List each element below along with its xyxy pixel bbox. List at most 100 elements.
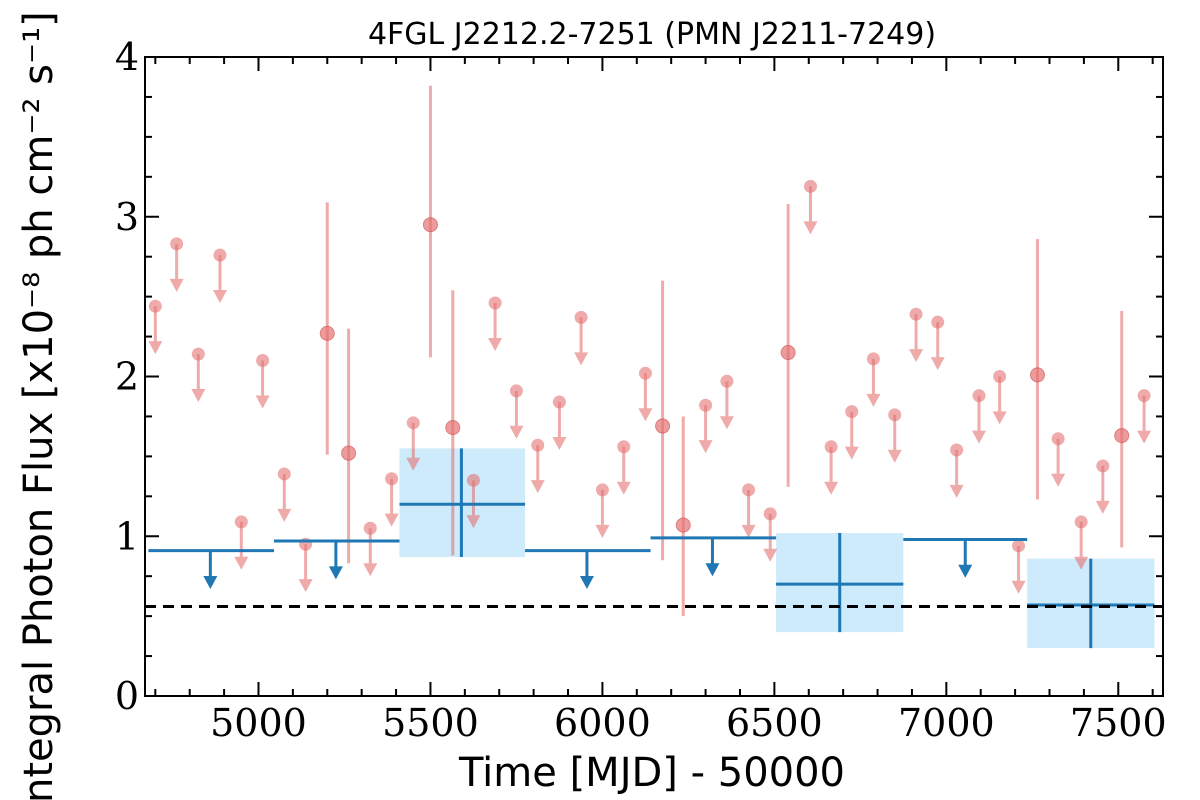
short-upper-limit-arrow [552, 402, 567, 450]
short-detection-marker [341, 445, 357, 461]
short-detection-marker [780, 345, 796, 361]
long-upper-limit-arrow [705, 537, 720, 577]
short-upper-limit-arrow-head [866, 393, 881, 407]
short-upper-limit-arrow [466, 480, 481, 529]
chart-title: 4FGL J2212.2-7251 (PMN J2211-7249) [368, 17, 936, 52]
short-upper-limit-arrow-head [1137, 430, 1152, 444]
long-bin-series [148, 448, 1155, 649]
y-tick-label: 1 [115, 514, 139, 558]
short-upper-limit-arrow-head [844, 446, 859, 460]
short-upper-limit-arrow [763, 513, 778, 562]
short-upper-limit-arrow [1095, 465, 1110, 514]
short-upper-limit-arrow-head [574, 352, 589, 366]
short-upper-limit-arrow [1137, 395, 1152, 444]
x-tick-label: 5500 [382, 701, 479, 745]
short-upper-limit-arrow [616, 446, 631, 495]
x-tick-label: 5000 [210, 701, 307, 745]
short-upper-limit-arrow [298, 544, 313, 593]
short-upper-limit-arrow-head [191, 389, 206, 403]
short-upper-limit-arrow [234, 521, 249, 570]
plot-frame [144, 56, 1164, 697]
short-upper-limit-arrow [866, 358, 881, 407]
short-upper-limit-arrow-head [1095, 500, 1110, 514]
short-upper-limit-arrow [992, 376, 1007, 425]
short-upper-limit-arrow [824, 446, 839, 495]
short-upper-limit-arrow-head [552, 436, 567, 450]
short-upper-limit-arrow-head [719, 416, 734, 430]
long-upper-limit-arrow-head [958, 564, 973, 578]
short-detection-marker [1114, 428, 1130, 444]
short-upper-limit-arrow-head [384, 513, 399, 527]
short-upper-limit-arrow-head [1074, 556, 1089, 570]
y-axis-label: Integral Photon Flux [x10⁻⁸ ph cm⁻² s⁻¹] [16, 11, 62, 800]
short-upper-limit-arrow [1011, 545, 1026, 594]
short-upper-limit-arrow-head [406, 457, 421, 471]
short-upper-limit-arrow-head [616, 481, 631, 495]
long-upper-limit-arrow [203, 550, 218, 589]
short-upper-limit-arrow-head [1011, 580, 1026, 594]
short-upper-limit-arrow-head [741, 524, 756, 538]
long-upper-limit-arrow-head [328, 566, 343, 580]
short-upper-limit-arrow-head [824, 481, 839, 495]
axes: 5000 5500 6000 6500 7000 7500 0 1 2 3 4 [115, 35, 1167, 745]
short-upper-limit-arrow [488, 303, 503, 351]
short-detection-marker [422, 217, 438, 233]
short-upper-limit-arrow [363, 528, 378, 577]
short-upper-limit-arrow-head [930, 357, 945, 371]
short-upper-limit-arrow-head [1051, 473, 1066, 487]
short-upper-limit-arrow [638, 373, 653, 422]
short-upper-limit-arrow [887, 414, 902, 463]
short-upper-limit-arrow [509, 390, 524, 439]
short-upper-limit-arrow-head [949, 484, 964, 498]
short-upper-limit-arrow [148, 306, 163, 355]
short-upper-limit-arrow [169, 243, 184, 292]
short-upper-limit-arrow-head [298, 579, 313, 593]
short-upper-limit-arrow [909, 314, 924, 363]
long-upper-limit-arrow-head [705, 563, 720, 577]
short-upper-limit-arrow-head [992, 411, 1007, 425]
short-upper-limit-arrow [719, 381, 734, 430]
x-tick-label: 6000 [554, 701, 651, 745]
short-upper-limit-arrow-head [909, 349, 924, 363]
short-upper-limit-arrow-head [887, 449, 902, 463]
y-tick-label: 3 [115, 195, 139, 239]
short-upper-limit-arrow-head [234, 556, 249, 570]
short-upper-limit-arrow [930, 322, 945, 371]
short-upper-limit-arrow-head [803, 221, 818, 235]
short-upper-limit-arrow-head [763, 548, 778, 562]
short-upper-limit-arrow-head [255, 395, 270, 409]
y-tick-label: 0 [115, 674, 139, 718]
x-tick-label: 7500 [1070, 701, 1167, 745]
short-upper-limit-arrow [212, 255, 227, 304]
short-upper-limit-arrow [844, 411, 859, 460]
short-detection-marker [319, 325, 335, 341]
short-upper-limit-arrow-head [277, 508, 292, 522]
x-tick-label: 6500 [726, 701, 823, 745]
short-upper-limit-arrow-head [595, 524, 610, 538]
short-upper-limit-arrow [384, 478, 399, 527]
short-upper-limit-arrow-head [169, 278, 184, 292]
long-upper-limit-arrow-head [203, 575, 218, 589]
short-upper-limit-arrow [191, 354, 206, 403]
short-upper-limit-arrow [803, 186, 818, 235]
short-upper-limit-arrow [277, 473, 292, 522]
short-detection-marker [655, 418, 671, 434]
short-upper-limit-arrow-head [972, 430, 987, 444]
long-upper-limit-arrow-head [579, 575, 594, 589]
short-upper-limit-arrow [1074, 521, 1089, 570]
short-upper-limit-arrow [698, 405, 713, 454]
short-upper-limit-arrow [741, 489, 756, 538]
short-upper-limit-arrow-head [148, 341, 163, 355]
short-upper-limit-arrow [595, 489, 610, 538]
short-upper-limit-arrow-head [638, 408, 653, 422]
x-axis-label: Time [MJD] - 50000 [458, 750, 845, 796]
short-detection-marker [445, 420, 461, 436]
short-upper-limit-arrow-head [509, 425, 524, 439]
long-upper-limit-arrow [579, 550, 594, 589]
short-upper-limit-arrow [530, 445, 545, 494]
long-upper-limit-arrow [328, 541, 343, 580]
x-tick-label: 7000 [898, 701, 995, 745]
short-upper-limit-arrow-head [698, 440, 713, 454]
y-tick-label: 2 [115, 355, 139, 399]
